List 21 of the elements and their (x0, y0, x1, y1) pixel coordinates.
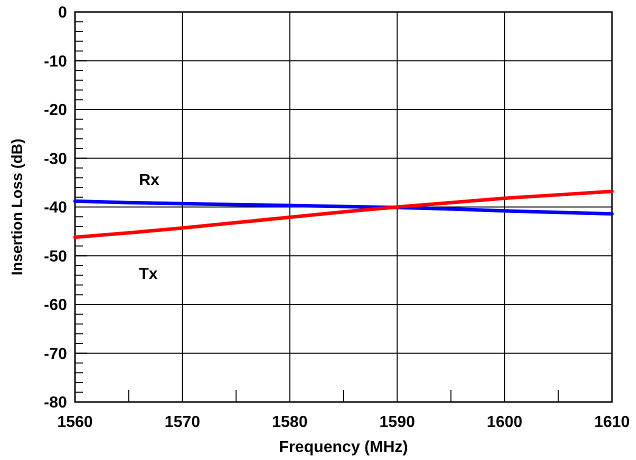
x-tick-label: 1560 (57, 414, 93, 431)
y-tick-label: -40 (44, 200, 68, 217)
y-tick-label: -10 (44, 53, 68, 70)
series-label: Rx (139, 172, 160, 190)
x-tick-label: 1570 (164, 414, 200, 431)
x-axis-title: Frequency (MHz) (279, 439, 408, 456)
y-tick-label: 0 (58, 4, 68, 22)
x-tick-label: 1590 (379, 414, 416, 431)
line-series (73, 199, 614, 216)
y-tick-label: -60 (44, 297, 68, 314)
y-tick-label: -80 (44, 394, 68, 412)
x-tick-label: 1600 (486, 414, 522, 431)
x-tick-label: 1580 (272, 414, 308, 431)
y-axis-title: Insertion Loss (dB) (9, 138, 26, 276)
y-tick-label: -50 (44, 248, 68, 266)
x-tick-label: 1610 (594, 414, 630, 431)
line-series (73, 190, 614, 239)
y-tick-label: -70 (44, 346, 68, 363)
text: Tx (139, 266, 158, 284)
y-tick-label: -20 (44, 102, 68, 120)
y-tick-label: -30 (44, 150, 68, 168)
